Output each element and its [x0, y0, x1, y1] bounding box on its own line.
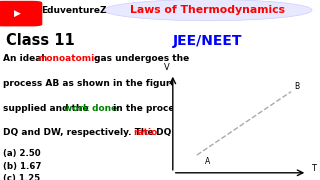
- Text: EduventureZ: EduventureZ: [42, 6, 107, 15]
- Text: Laws of Thermodynamics: Laws of Thermodynamics: [131, 5, 285, 15]
- Text: B: B: [294, 82, 299, 91]
- Text: DQ and DW, respectively. The: DQ and DW, respectively. The: [3, 128, 157, 137]
- Text: ▶: ▶: [14, 9, 21, 18]
- Text: process AB as shown in the figure. If the heat: process AB as shown in the figure. If th…: [3, 79, 237, 88]
- Text: monoatomic: monoatomic: [37, 54, 100, 63]
- Text: work done: work done: [64, 103, 117, 112]
- Text: An ideal: An ideal: [3, 54, 48, 63]
- Text: V: V: [164, 63, 170, 72]
- Text: DQ : DW is: DQ : DW is: [153, 128, 210, 137]
- Text: (b) 1.67: (b) 1.67: [3, 162, 42, 171]
- Text: supplied and the: supplied and the: [3, 103, 92, 112]
- Ellipse shape: [104, 0, 312, 21]
- Text: A: A: [205, 157, 210, 166]
- Text: Class 11: Class 11: [6, 33, 75, 48]
- Text: gas undergoes the: gas undergoes the: [91, 54, 189, 63]
- Text: (c) 1.25: (c) 1.25: [3, 174, 40, 180]
- Text: JEE/NEET: JEE/NEET: [173, 34, 243, 48]
- Text: (a) 2.50: (a) 2.50: [3, 149, 41, 158]
- Text: T: T: [311, 164, 316, 173]
- Text: in the process are: in the process are: [110, 103, 205, 112]
- FancyBboxPatch shape: [0, 1, 42, 26]
- Text: ratio: ratio: [133, 128, 157, 137]
